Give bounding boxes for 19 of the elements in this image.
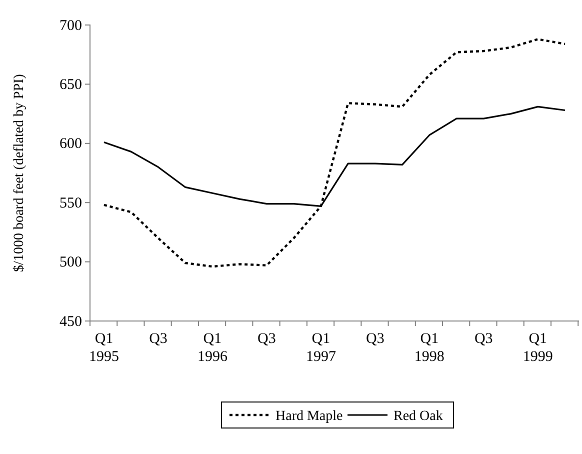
- x-tick-label: Q3: [258, 331, 276, 347]
- x-tick-label: Q1 1998: [414, 331, 444, 365]
- y-tick-label: 500: [60, 254, 82, 271]
- line-series: [102, 38, 566, 268]
- x-tick-label: Q1 1997: [306, 331, 336, 365]
- x-tick-label: Q1 1999: [522, 331, 553, 365]
- x-tick-label: Q3: [366, 331, 384, 347]
- y-axis-title: $/1000 board feet (deflated by PPI): [12, 74, 27, 272]
- x-tick-label: Q1 1996: [197, 331, 228, 365]
- y-tick-label: 600: [60, 136, 82, 152]
- x-tick-label: Q3: [149, 331, 168, 347]
- y-tick-label: 550: [60, 195, 82, 212]
- legend-label: Red Oak: [394, 409, 443, 424]
- y-tick-label: 700: [60, 18, 82, 34]
- y-tick-label: 650: [60, 77, 82, 93]
- legend-label: Hard Maple: [276, 409, 343, 424]
- x-tick-label: Q3: [474, 331, 493, 347]
- y-tick-label: 450: [60, 314, 82, 330]
- x-tick-label: Q1 1995: [89, 331, 119, 365]
